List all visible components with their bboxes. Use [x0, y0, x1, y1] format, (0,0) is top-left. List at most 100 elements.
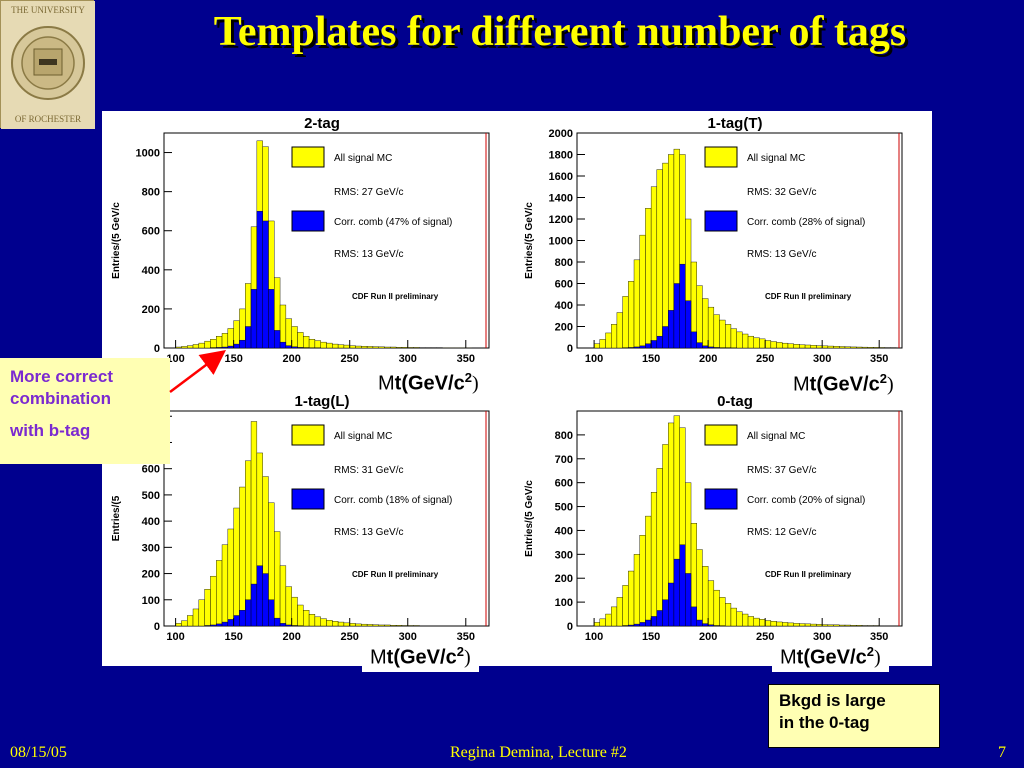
- signal-bar: [782, 342, 789, 349]
- x-caption-sup: 2: [879, 371, 887, 386]
- y-tick-label: 400: [555, 300, 573, 312]
- signal-bar: [753, 617, 760, 627]
- comb-bar: [696, 342, 703, 349]
- comb-bar: [628, 347, 635, 349]
- signal-bar: [605, 332, 612, 349]
- signal-bar: [833, 346, 840, 349]
- signal-bar: [861, 346, 868, 349]
- signal-bar: [713, 589, 720, 627]
- signal-bar: [770, 621, 777, 627]
- signal-bar: [593, 343, 601, 349]
- signal-bar: [279, 565, 287, 627]
- comb-bar: [668, 582, 675, 627]
- signal-bar: [413, 347, 420, 349]
- y-tick-label: 1400: [549, 193, 573, 205]
- signal-bar: [366, 624, 374, 627]
- comb-bar: [633, 346, 640, 349]
- plots-panel: 2-tag Entries/(5 GeV/c 100 150 200 250 300 350 0…: [102, 111, 932, 666]
- signal-bar: [821, 624, 829, 627]
- signal-bar: [384, 624, 391, 627]
- legend-swatch-signal: [291, 424, 325, 446]
- comb-bar: [297, 347, 304, 349]
- x-tick-label: 150: [642, 631, 660, 643]
- y-tick-label: 500: [555, 502, 573, 514]
- signal-bar: [285, 318, 292, 349]
- legend-entry: RMS: 37 GeV/c: [747, 465, 816, 476]
- comb-bar: [250, 583, 258, 627]
- signal-bar: [867, 347, 874, 349]
- signal-bar: [279, 304, 287, 349]
- signal-bar: [216, 336, 223, 349]
- signal-bar: [804, 344, 811, 349]
- comb-bar: [679, 263, 686, 349]
- signal-bar: [650, 186, 658, 349]
- comb-bar: [233, 615, 240, 627]
- signal-bar: [297, 332, 304, 349]
- svg-text:OF ROCHESTER: OF ROCHESTER: [15, 114, 81, 124]
- comb-bar: [210, 624, 217, 627]
- signal-bar: [395, 347, 403, 349]
- signal-bar: [372, 624, 379, 627]
- legend-swatch-comb: [291, 210, 325, 232]
- legend-entry: RMS: 13 GeV/c: [334, 527, 403, 538]
- signal-bar: [793, 623, 800, 627]
- signal-bar: [355, 345, 362, 349]
- signal-bar: [378, 346, 385, 349]
- legend-entry: RMS: 13 GeV/c: [334, 249, 403, 260]
- signal-bar: [628, 570, 635, 627]
- signal-bar: [181, 346, 188, 349]
- plot-title: 0-tag: [717, 393, 753, 410]
- legend-entry: All signal MC: [747, 431, 805, 442]
- y-tick-label: 0: [154, 621, 160, 633]
- signal-bar: [210, 575, 217, 627]
- legend-entry: Corr. comb (20% of signal): [747, 495, 865, 506]
- legend-swatch-comb: [704, 210, 738, 232]
- signal-bar: [308, 614, 316, 627]
- y-tick-label: 0: [567, 621, 573, 633]
- x-axis-caption-1tagL: Mt(GeV/c2): [362, 642, 479, 672]
- signal-bar: [349, 623, 356, 627]
- x-tick-label: 100: [585, 631, 603, 643]
- y-axis-label: Entries/(5: [111, 495, 122, 541]
- legend-entry: RMS: 12 GeV/c: [747, 527, 816, 538]
- comb-bar: [645, 619, 652, 627]
- signal-bar: [707, 306, 715, 349]
- signal-bar: [827, 345, 834, 349]
- signal-bar: [320, 618, 327, 627]
- signal-bar: [764, 620, 772, 627]
- signal-bar: [662, 444, 669, 627]
- signal-bar: [372, 346, 379, 349]
- y-tick-label: 400: [142, 516, 160, 528]
- y-tick-label: 200: [555, 322, 573, 334]
- y-tick-label: 0: [154, 343, 160, 355]
- signal-bar: [332, 621, 339, 627]
- comb-bar: [713, 347, 720, 349]
- signal-bar: [407, 625, 414, 627]
- comb-bar: [239, 610, 246, 627]
- footer-date: 08/15/05: [10, 744, 67, 761]
- legend-swatch-signal: [291, 146, 325, 168]
- signal-bar: [361, 346, 368, 349]
- signal-bar: [221, 333, 229, 349]
- signal-bar: [198, 342, 205, 349]
- signal-bar: [332, 343, 339, 349]
- signal-bar: [303, 336, 310, 349]
- signal-bar: [216, 560, 223, 627]
- callout-line: combination: [10, 389, 112, 408]
- comb-bar: [668, 310, 675, 349]
- x-caption-unit: (GeV/c: [393, 646, 457, 669]
- x-caption-t: t: [796, 646, 804, 669]
- signal-bar: [192, 344, 200, 349]
- signal-bar: [628, 281, 635, 349]
- x-tick-label: 150: [224, 353, 242, 365]
- y-tick-label: 200: [142, 304, 160, 316]
- x-tick-label: 300: [399, 631, 417, 643]
- signal-bar: [662, 162, 669, 349]
- histogram-panel: 0-tag Entries/(5 GeV/c 100 150 200 250 300 350 0…: [524, 393, 903, 643]
- comb-bar: [656, 335, 663, 349]
- x-caption-close: ): [873, 646, 881, 669]
- x-tick-label: 300: [813, 353, 831, 365]
- legend-entry: All signal MC: [747, 153, 805, 164]
- histogram-panel: 1-tag(T) Entries/(5 GeV/c 100 150 200 250 300 3…: [524, 115, 903, 365]
